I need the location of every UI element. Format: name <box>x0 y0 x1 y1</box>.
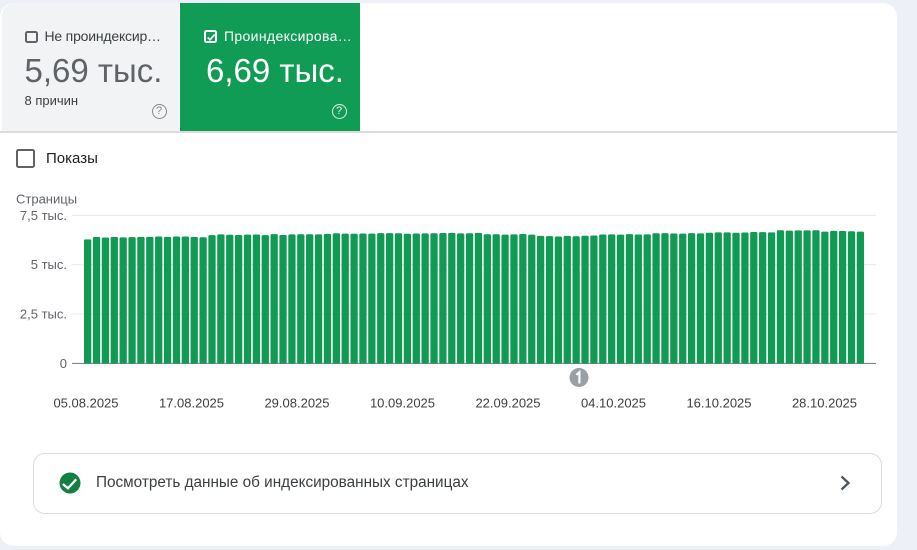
svg-text:05.08.2025: 05.08.2025 <box>53 396 118 411</box>
svg-text:2,5 тыс.: 2,5 тыс. <box>20 307 67 322</box>
svg-text:29.08.2025: 29.08.2025 <box>264 396 329 411</box>
svg-text:28.10.2025: 28.10.2025 <box>792 396 857 411</box>
svg-text:7,5 тыс.: 7,5 тыс. <box>20 208 67 223</box>
svg-text:04.10.2025: 04.10.2025 <box>581 396 646 411</box>
svg-text:16.10.2025: 16.10.2025 <box>686 396 751 411</box>
svg-text:Страницы: Страницы <box>16 192 77 207</box>
svg-text:0: 0 <box>60 356 67 371</box>
svg-text:5 тыс.: 5 тыс. <box>31 257 67 272</box>
svg-text:17.08.2025: 17.08.2025 <box>159 396 224 411</box>
svg-text:22.09.2025: 22.09.2025 <box>475 396 540 411</box>
svg-text:10.09.2025: 10.09.2025 <box>370 396 435 411</box>
